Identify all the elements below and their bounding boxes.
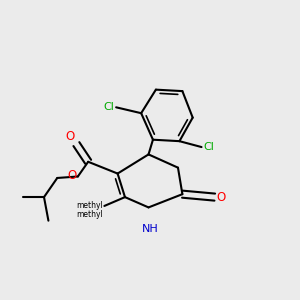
- Text: methyl: methyl: [76, 201, 103, 210]
- Text: methyl: methyl: [76, 210, 103, 219]
- Text: Cl: Cl: [104, 102, 115, 112]
- Text: O: O: [216, 190, 226, 204]
- Text: O: O: [66, 130, 75, 142]
- Text: O: O: [67, 169, 76, 182]
- Text: Cl: Cl: [203, 142, 214, 152]
- Text: NH: NH: [142, 224, 158, 234]
